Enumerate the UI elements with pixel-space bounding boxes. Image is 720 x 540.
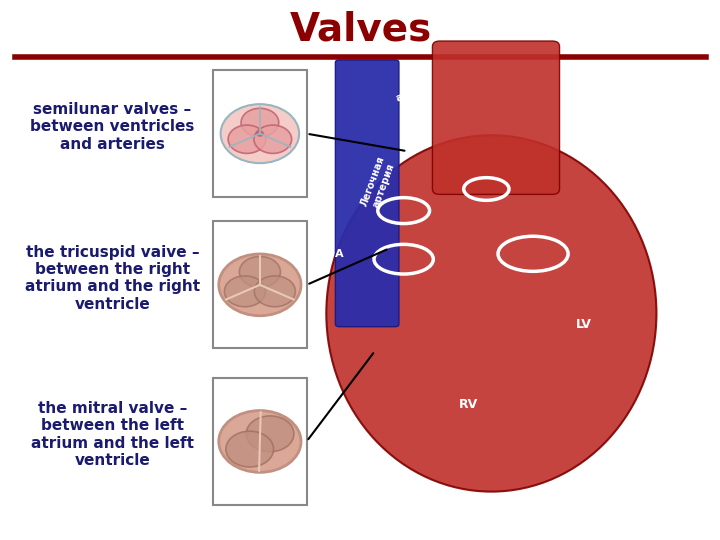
Circle shape bbox=[226, 431, 274, 467]
Text: the mitral valve –
between the left
atrium and the left
ventricle: the mitral valve – between the left atri… bbox=[31, 401, 194, 468]
Bar bbox=[213, 221, 307, 348]
Text: semilunar valves –
between ventricles
and arteries: semilunar valves – between ventricles an… bbox=[30, 102, 194, 152]
Circle shape bbox=[239, 256, 281, 287]
Bar bbox=[213, 70, 307, 197]
Circle shape bbox=[246, 416, 294, 452]
Text: the tricuspid vaive –
between the right
atrium and the right
ventricle: the tricuspid vaive – between the right … bbox=[25, 245, 200, 312]
Text: Valves: Valves bbox=[289, 11, 432, 49]
Text: A: A bbox=[335, 249, 343, 259]
Text: Легочная
артерия: Легочная артерия bbox=[359, 155, 397, 212]
Circle shape bbox=[254, 125, 292, 153]
FancyBboxPatch shape bbox=[336, 60, 399, 327]
Circle shape bbox=[219, 410, 301, 472]
FancyBboxPatch shape bbox=[433, 41, 559, 194]
Text: RV: RV bbox=[459, 399, 478, 411]
Text: aorta: aorta bbox=[394, 80, 428, 103]
Circle shape bbox=[257, 131, 263, 136]
Text: LV: LV bbox=[575, 318, 591, 330]
Circle shape bbox=[241, 109, 279, 137]
Circle shape bbox=[220, 104, 299, 163]
Ellipse shape bbox=[326, 135, 657, 491]
Circle shape bbox=[254, 276, 295, 307]
Circle shape bbox=[225, 276, 266, 307]
Circle shape bbox=[228, 125, 266, 153]
Circle shape bbox=[219, 254, 301, 316]
Bar bbox=[213, 378, 307, 505]
